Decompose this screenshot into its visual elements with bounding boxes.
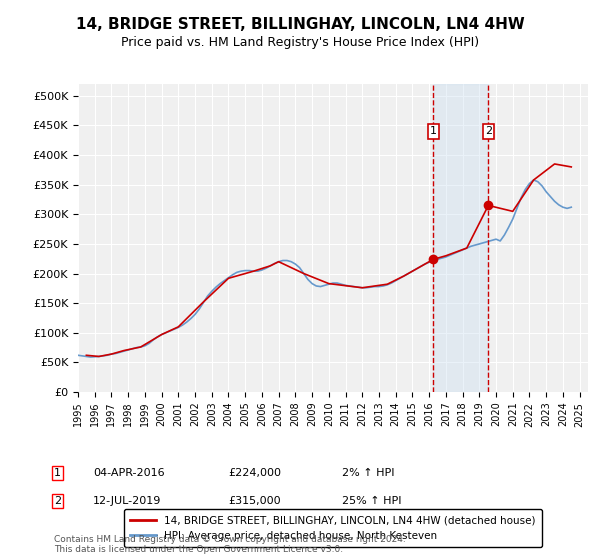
Text: 1: 1 (54, 468, 61, 478)
Legend: 14, BRIDGE STREET, BILLINGHAY, LINCOLN, LN4 4HW (detached house), HPI: Average p: 14, BRIDGE STREET, BILLINGHAY, LINCOLN, … (124, 509, 542, 547)
Text: 14, BRIDGE STREET, BILLINGHAY, LINCOLN, LN4 4HW: 14, BRIDGE STREET, BILLINGHAY, LINCOLN, … (76, 17, 524, 32)
Bar (433, 84, 488, 392)
Text: 1: 1 (430, 127, 437, 137)
Text: Contains HM Land Registry data © Crown copyright and database right 2024.
This d: Contains HM Land Registry data © Crown c… (54, 535, 406, 554)
Text: 2: 2 (54, 496, 61, 506)
Text: £224,000: £224,000 (228, 468, 281, 478)
Text: 2% ↑ HPI: 2% ↑ HPI (342, 468, 395, 478)
Text: 2: 2 (485, 127, 492, 137)
Text: 04-APR-2016: 04-APR-2016 (93, 468, 164, 478)
Text: Price paid vs. HM Land Registry's House Price Index (HPI): Price paid vs. HM Land Registry's House … (121, 36, 479, 49)
Text: 12-JUL-2019: 12-JUL-2019 (93, 496, 161, 506)
Text: £315,000: £315,000 (228, 496, 281, 506)
Text: 25% ↑ HPI: 25% ↑ HPI (342, 496, 401, 506)
